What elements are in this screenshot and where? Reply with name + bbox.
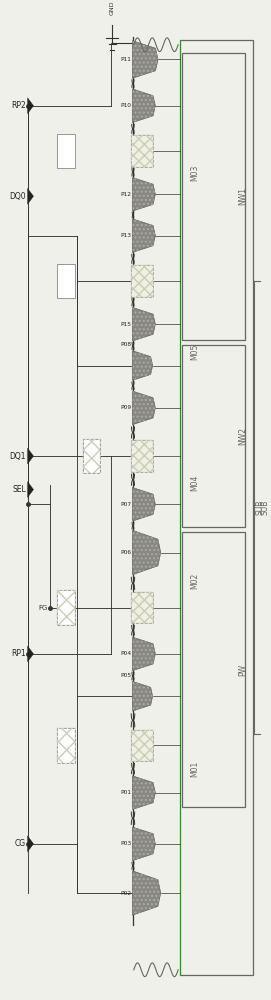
Polygon shape	[28, 646, 34, 662]
Text: P09: P09	[120, 405, 131, 410]
Bar	[182, 345, 245, 527]
Text: M03: M03	[190, 164, 199, 181]
Text: M01: M01	[190, 761, 199, 777]
Bar	[57, 728, 75, 763]
Bar	[57, 264, 75, 298]
Bar	[131, 592, 153, 623]
Polygon shape	[133, 219, 155, 252]
Bar	[131, 440, 153, 472]
Bar	[131, 440, 153, 472]
Bar	[57, 590, 75, 625]
Bar	[57, 728, 75, 763]
Bar	[131, 592, 153, 623]
Text: P06: P06	[120, 550, 131, 555]
Text: NW1: NW1	[238, 187, 247, 205]
Text: M04: M04	[190, 474, 199, 491]
Polygon shape	[133, 307, 155, 341]
Text: P01: P01	[120, 790, 131, 795]
Text: DQ0: DQ0	[9, 192, 26, 201]
Text: SUB: SUB	[260, 500, 269, 515]
Polygon shape	[133, 351, 153, 380]
Polygon shape	[133, 530, 161, 575]
Text: SEL: SEL	[12, 485, 26, 494]
Bar	[131, 265, 153, 297]
Bar	[131, 135, 153, 167]
Text: P10: P10	[120, 103, 131, 108]
Polygon shape	[133, 41, 158, 78]
Text: PW: PW	[238, 664, 247, 676]
Text: P11: P11	[120, 57, 131, 62]
Polygon shape	[133, 89, 155, 122]
Text: P07: P07	[120, 502, 131, 507]
Bar	[131, 265, 153, 297]
Polygon shape	[133, 827, 155, 861]
Text: CG: CG	[15, 839, 26, 848]
Polygon shape	[133, 178, 155, 211]
Bar	[57, 590, 75, 625]
Text: P13: P13	[120, 233, 131, 238]
Text: M02: M02	[190, 573, 199, 589]
Polygon shape	[28, 448, 34, 464]
Text: P15: P15	[120, 322, 131, 327]
Text: RP1: RP1	[11, 649, 26, 658]
Text: P05: P05	[120, 673, 131, 678]
Text: P02: P02	[120, 891, 131, 896]
Bar	[182, 532, 245, 807]
Text: P08: P08	[120, 342, 131, 347]
Text: DQ1: DQ1	[10, 452, 26, 461]
Text: SUB: SUB	[256, 500, 265, 515]
Text: P12: P12	[120, 192, 131, 197]
Text: FG: FG	[38, 605, 48, 611]
Text: M05: M05	[190, 344, 199, 360]
Bar	[57, 134, 75, 168]
Polygon shape	[133, 637, 155, 671]
Polygon shape	[133, 681, 153, 711]
Polygon shape	[133, 871, 161, 915]
Text: RP2: RP2	[11, 101, 26, 110]
Bar	[179, 40, 253, 975]
Polygon shape	[133, 776, 155, 809]
Polygon shape	[133, 391, 155, 425]
Text: GND: GND	[110, 1, 115, 15]
Text: NW2: NW2	[238, 427, 247, 445]
Polygon shape	[133, 488, 155, 521]
Bar	[131, 730, 153, 761]
Polygon shape	[28, 836, 34, 852]
Bar	[83, 439, 100, 473]
Bar	[131, 135, 153, 167]
Text: P03: P03	[120, 841, 131, 846]
Text: P04: P04	[120, 651, 131, 656]
Polygon shape	[28, 482, 34, 497]
Bar	[182, 53, 245, 340]
Polygon shape	[28, 98, 34, 114]
Bar	[131, 730, 153, 761]
Bar	[83, 439, 100, 473]
Polygon shape	[28, 188, 34, 204]
